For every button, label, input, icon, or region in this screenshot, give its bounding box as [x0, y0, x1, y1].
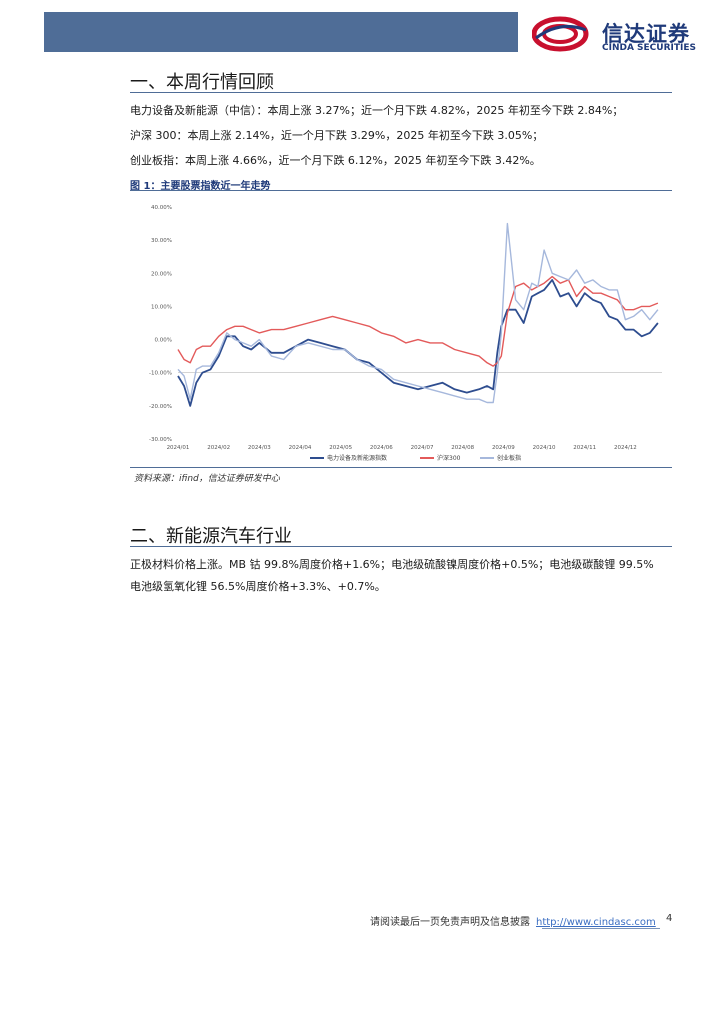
section-2-rule: [130, 546, 672, 547]
header-bar: [44, 12, 518, 52]
company-logo: 信达证券 CINDA SECURITIES: [532, 14, 707, 54]
y-tick-label: 20.00%: [151, 271, 172, 277]
cinda-logo-icon: [532, 16, 589, 52]
y-tick-label: -30.00%: [149, 437, 172, 443]
figure-1-bottom-rule: [130, 467, 672, 468]
section-2-line-1: 正极材料价格上涨。MB 钴 99.8%周度价格+1.6%；电池级硫酸镍周度价格+…: [130, 558, 654, 571]
y-tick-label: -20.00%: [149, 404, 172, 410]
figure-1-title: 图 1：主要股票指数近一年走势: [130, 181, 271, 192]
x-tick-label: 2024/07: [411, 445, 434, 451]
section-1-line-1: 电力设备及新能源（中信）：本周上涨 3.27%；近一个月下跌 4.82%，202…: [130, 104, 624, 117]
footer-rule: [542, 928, 660, 929]
x-tick-label: 2024/03: [248, 445, 271, 451]
logo-chinese-name: 信达证券: [602, 22, 690, 46]
series-line-1: [177, 279, 659, 407]
series-lines: [177, 222, 659, 407]
footer: 请阅读最后一页免责声明及信息披露 http://www.cindasc.com: [370, 913, 656, 928]
x-tick-label: 2024/05: [329, 445, 352, 451]
y-tick-label: -10.00%: [149, 371, 172, 377]
section-1-line-2: 沪深 300：本周上涨 2.14%，近一个月下跌 3.29%，2025 年初至今…: [130, 129, 544, 142]
x-tick-label: 2024/02: [207, 445, 230, 451]
figure-1-top-rule: [130, 190, 672, 191]
legend-label: 沪深300: [437, 454, 461, 462]
logo-english-name: CINDA SECURITIES: [602, 43, 696, 53]
x-axis: 2024/01 2024/02 2024/03 2024/04 2024/05 2024/…: [167, 372, 662, 451]
y-tick-label: 0.00%: [155, 338, 172, 344]
y-tick-label: 30.00%: [151, 238, 172, 244]
x-tick-label: 2024/08: [451, 445, 474, 451]
section-2-title: 二、新能源汽车行业: [130, 526, 292, 547]
x-tick-label: 2024/06: [370, 445, 393, 451]
disclaimer-notice: 请阅读最后一页免责声明及信息披露: [370, 917, 530, 928]
section-1-title: 一、本周行情回顾: [130, 72, 274, 93]
chart-legend: 电力设备及新能源指数 沪深300 创业板指: [310, 454, 521, 462]
x-tick-label: 2024/09: [492, 445, 515, 451]
section-1-line-3: 创业板指：本周上涨 4.66%，近一个月下跌 6.12%，2025 年初至今下跌…: [130, 154, 541, 167]
website-link[interactable]: http://www.cindasc.com: [536, 917, 656, 928]
figure-1-source: 资料来源：ifind，信达证券研发中心: [134, 474, 280, 484]
y-tick-label: 40.00%: [151, 205, 172, 211]
legend-label: 电力设备及新能源指数: [327, 454, 387, 462]
series-line-2: [177, 275, 659, 367]
x-tick-label: 2024/10: [533, 445, 556, 451]
legend-label: 创业板指: [497, 454, 521, 462]
y-axis-labels: 40.00% 30.00% 20.00% 10.00% 0.00% -10.00% -20.…: [149, 205, 172, 443]
x-tick-label: 2024/01: [167, 445, 190, 451]
section-1-rule: [130, 92, 672, 93]
index-trend-chart: 40.00% 30.00% 20.00% 10.00% 0.00% -10.00% -20.…: [149, 205, 662, 462]
x-tick-label: 2024/04: [289, 445, 312, 451]
x-tick-label: 2024/11: [573, 445, 596, 451]
page-number: 4: [666, 913, 673, 924]
series-line-3: [177, 222, 659, 404]
x-tick-label: 2024/12: [614, 445, 637, 451]
section-2-line-2: 电池级氢氧化锂 56.5%周度价格+3.3%、+0.7%。: [130, 580, 386, 593]
y-tick-label: 10.00%: [151, 304, 172, 310]
